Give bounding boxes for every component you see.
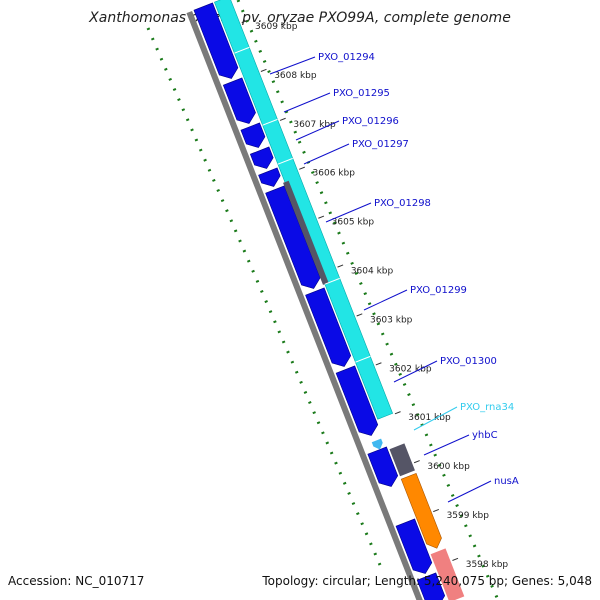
gene-label: PXO_01296 [342, 116, 399, 127]
tick-label: 3606 kbp [313, 169, 356, 179]
gene-leader-line [363, 289, 408, 311]
strand-divider-1 [262, 118, 278, 126]
accession-label: Accession: NC_010717 [8, 574, 145, 588]
strand-divider-3 [324, 277, 340, 285]
tick-label: 3601 kbp [408, 413, 451, 423]
gene-label: PXO_01299 [410, 285, 467, 296]
cds-arrow-4 [258, 167, 281, 187]
gene-leader-line [325, 202, 372, 223]
backbone [186, 10, 423, 600]
rna-arrow [371, 438, 383, 450]
tick-mark [452, 557, 459, 561]
gene-label: PXO_01298 [374, 198, 431, 209]
gene-label: PXO_rna34 [460, 402, 514, 413]
cds-arrow-1 [222, 77, 256, 124]
cds-arrow-9 [395, 518, 433, 574]
strand-divider-4 [355, 355, 371, 363]
tick-mark [279, 117, 286, 121]
gene-leader-line [303, 143, 350, 165]
topology-label: Topology: circular; Length: 5,240,075 bp… [262, 574, 592, 588]
tick-mark [413, 460, 420, 464]
tick-mark [260, 68, 267, 72]
tick-mark [318, 215, 325, 219]
tick-mark [241, 19, 248, 24]
gene-label: PXO_01300 [440, 356, 497, 367]
cds-arrow-10 [416, 572, 446, 600]
gene-label: PXO_01297 [352, 139, 409, 150]
tick-label: 3604 kbp [351, 266, 394, 276]
scale-ticks: 3609 kbp 3608 kbp 3607 kbp 3606 kbp 3605 kbp… [241, 19, 509, 570]
gene-leader-line [423, 434, 470, 456]
gene-leader-line [269, 56, 316, 75]
gene-leader-line [413, 406, 458, 431]
gene-leader-line [295, 120, 340, 141]
gene-leader-line [393, 360, 438, 383]
tick-label: 3607 kbp [293, 120, 336, 130]
cds-arrow-8 [367, 446, 399, 487]
gene-labels: PXO_01294 PXO_01295 PXO_01296 PXO_01297 PXO_… [269, 52, 519, 503]
feature-grey-1 [283, 180, 329, 285]
feature-grey-2 [389, 443, 415, 477]
gene-leader-line [283, 92, 331, 113]
strand-divider-0 [234, 46, 250, 54]
tick-mark [356, 313, 363, 317]
tick-label: 3600 kbp [427, 462, 470, 472]
cds-arrow-2 [240, 122, 266, 148]
tick-mark [394, 411, 401, 415]
tick-label: 3598 kbp [466, 560, 509, 570]
tick-label: 3603 kbp [370, 315, 413, 325]
tick-label: 3599 kbp [447, 511, 490, 521]
cds-arrow-5 [265, 185, 321, 289]
gene-label: PXO_01295 [333, 88, 390, 99]
cds-arrow-0 [193, 2, 239, 79]
tick-mark [433, 508, 440, 513]
tick-mark [337, 264, 344, 268]
gene-label: yhbC [472, 430, 498, 441]
cds-arrow-7 [335, 365, 379, 436]
gene-label: nusA [494, 476, 519, 487]
gene-label: PXO_01294 [318, 52, 375, 63]
cds-arrow-6 [305, 287, 352, 367]
tick-mark [299, 166, 305, 170]
tick-label: 3608 kbp [274, 71, 317, 81]
tick-label: 3609 kbp [255, 22, 298, 32]
feature-pink [430, 548, 465, 600]
strand-divider-2 [277, 157, 293, 165]
feature-orange [400, 472, 442, 549]
tick-mark [375, 362, 382, 366]
backbone-line [186, 10, 423, 600]
gene-leader-line [447, 480, 492, 503]
cds-arrow-3 [249, 146, 274, 169]
tick-label: 3602 kbp [389, 364, 432, 374]
feature-track [193, 0, 465, 600]
tick-label: 3605 kbp [332, 218, 375, 228]
